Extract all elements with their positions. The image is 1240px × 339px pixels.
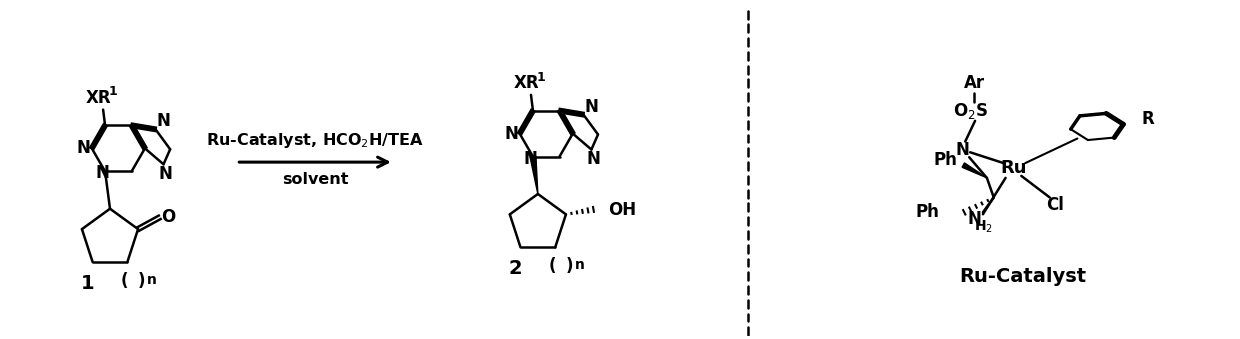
Polygon shape <box>529 156 538 194</box>
Text: solvent: solvent <box>281 172 348 187</box>
Text: N: N <box>95 164 109 182</box>
Text: (: ( <box>120 272 128 290</box>
Text: Cl: Cl <box>1045 196 1064 214</box>
Text: 2: 2 <box>508 259 522 279</box>
Text: N: N <box>505 125 518 143</box>
Text: O: O <box>161 208 176 226</box>
Text: N: N <box>159 165 172 183</box>
Text: 1: 1 <box>81 274 94 293</box>
Text: OH: OH <box>609 201 636 219</box>
Text: N: N <box>584 98 598 116</box>
Text: ): ) <box>138 272 145 290</box>
Text: Ru-Catalyst: Ru-Catalyst <box>960 267 1086 286</box>
Text: XR: XR <box>513 74 539 92</box>
Text: 1: 1 <box>109 85 118 98</box>
Text: Ar: Ar <box>963 75 985 93</box>
Text: Ru-Catalyst, HCO$_2$H/TEA: Ru-Catalyst, HCO$_2$H/TEA <box>206 131 424 150</box>
Text: N: N <box>967 210 981 228</box>
Text: n: n <box>148 273 157 287</box>
Text: N: N <box>955 141 970 159</box>
Text: n: n <box>575 258 585 272</box>
Text: Ru: Ru <box>1001 159 1027 177</box>
Text: N: N <box>523 149 537 167</box>
Text: ): ) <box>565 257 573 275</box>
Text: Ph: Ph <box>934 151 957 169</box>
Text: N: N <box>77 139 91 157</box>
Polygon shape <box>962 163 987 178</box>
Text: R: R <box>1142 110 1154 128</box>
Text: N: N <box>587 151 600 168</box>
Text: 1: 1 <box>537 71 546 84</box>
Text: Ph: Ph <box>916 203 940 221</box>
Text: O$_2$S: O$_2$S <box>952 101 988 121</box>
Text: H$_2$: H$_2$ <box>975 219 993 235</box>
Text: (: ( <box>548 257 556 275</box>
Text: XR: XR <box>86 89 112 107</box>
Text: N: N <box>156 113 170 131</box>
